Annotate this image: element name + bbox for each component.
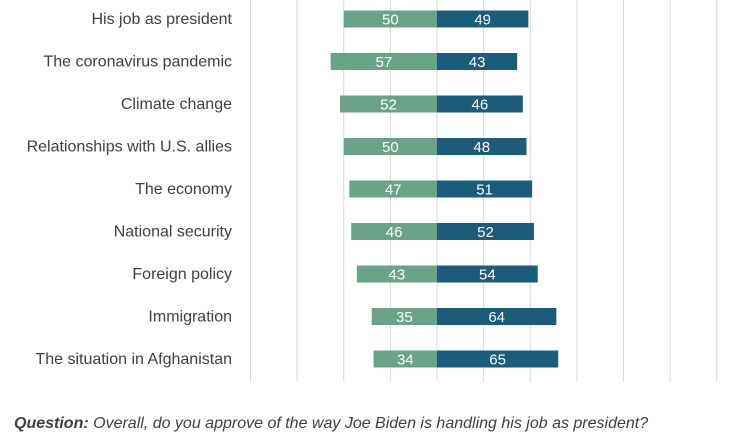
category-label: Foreign policy [132,266,232,283]
bar-left [343,10,437,28]
data-label-left: 46 [386,224,403,241]
bars: 50 49 57 43 52 46 50 48 47 51 46 52 43 54 35 64 34 65 [330,10,559,369]
bar-right [437,265,538,283]
data-label-right: 64 [488,309,505,326]
bar-right [437,53,518,70]
bar-right [437,350,559,368]
bar-left [343,138,437,155]
data-label-left: 34 [397,352,414,369]
bar-right [437,10,529,28]
category-label: The coronavirus pandemic [43,54,232,71]
data-label-right: 49 [474,12,491,29]
data-label-left: 52 [380,97,397,114]
bar-left [340,95,437,113]
bar-right [437,180,533,198]
bar-left [373,350,437,368]
category-label: Relationships with U.S. allies [27,139,232,156]
data-label-left: 35 [396,309,413,326]
category-label: The situation in Afghanistan [35,351,232,368]
data-label-right: 54 [479,267,496,284]
bar-right [437,138,527,155]
data-label-left: 47 [385,182,402,199]
bar-left [330,53,437,70]
data-label-left: 50 [382,139,399,156]
data-label-right: 65 [489,352,506,369]
data-label-right: 43 [469,54,486,71]
question-text: Overall, do you approve of the way Joe B… [88,415,649,432]
category-label: The economy [135,181,232,198]
bar-right [437,223,534,240]
question-footnote: Question: Overall, do you approve of the… [14,415,744,433]
category-label: His job as president [91,11,232,28]
data-label-left: 57 [376,54,393,71]
category-label: Immigration [148,309,232,326]
category-labels: His job as president The coronavirus pand… [27,11,233,368]
data-label-right: 48 [473,139,490,156]
data-label-right: 46 [472,97,489,114]
bar-left [351,223,437,240]
bar-right [437,308,557,325]
data-label-left: 43 [389,267,406,284]
data-label-right: 52 [477,224,494,241]
bar-left [349,180,437,198]
question-prefix: Question: [14,415,89,432]
data-label-right: 51 [476,182,493,199]
bar-left [356,265,437,283]
bar-right [437,95,523,113]
category-label: Climate change [121,96,232,113]
bar-left [371,308,437,325]
category-label: National security [114,224,232,241]
data-label-left: 50 [382,12,399,29]
